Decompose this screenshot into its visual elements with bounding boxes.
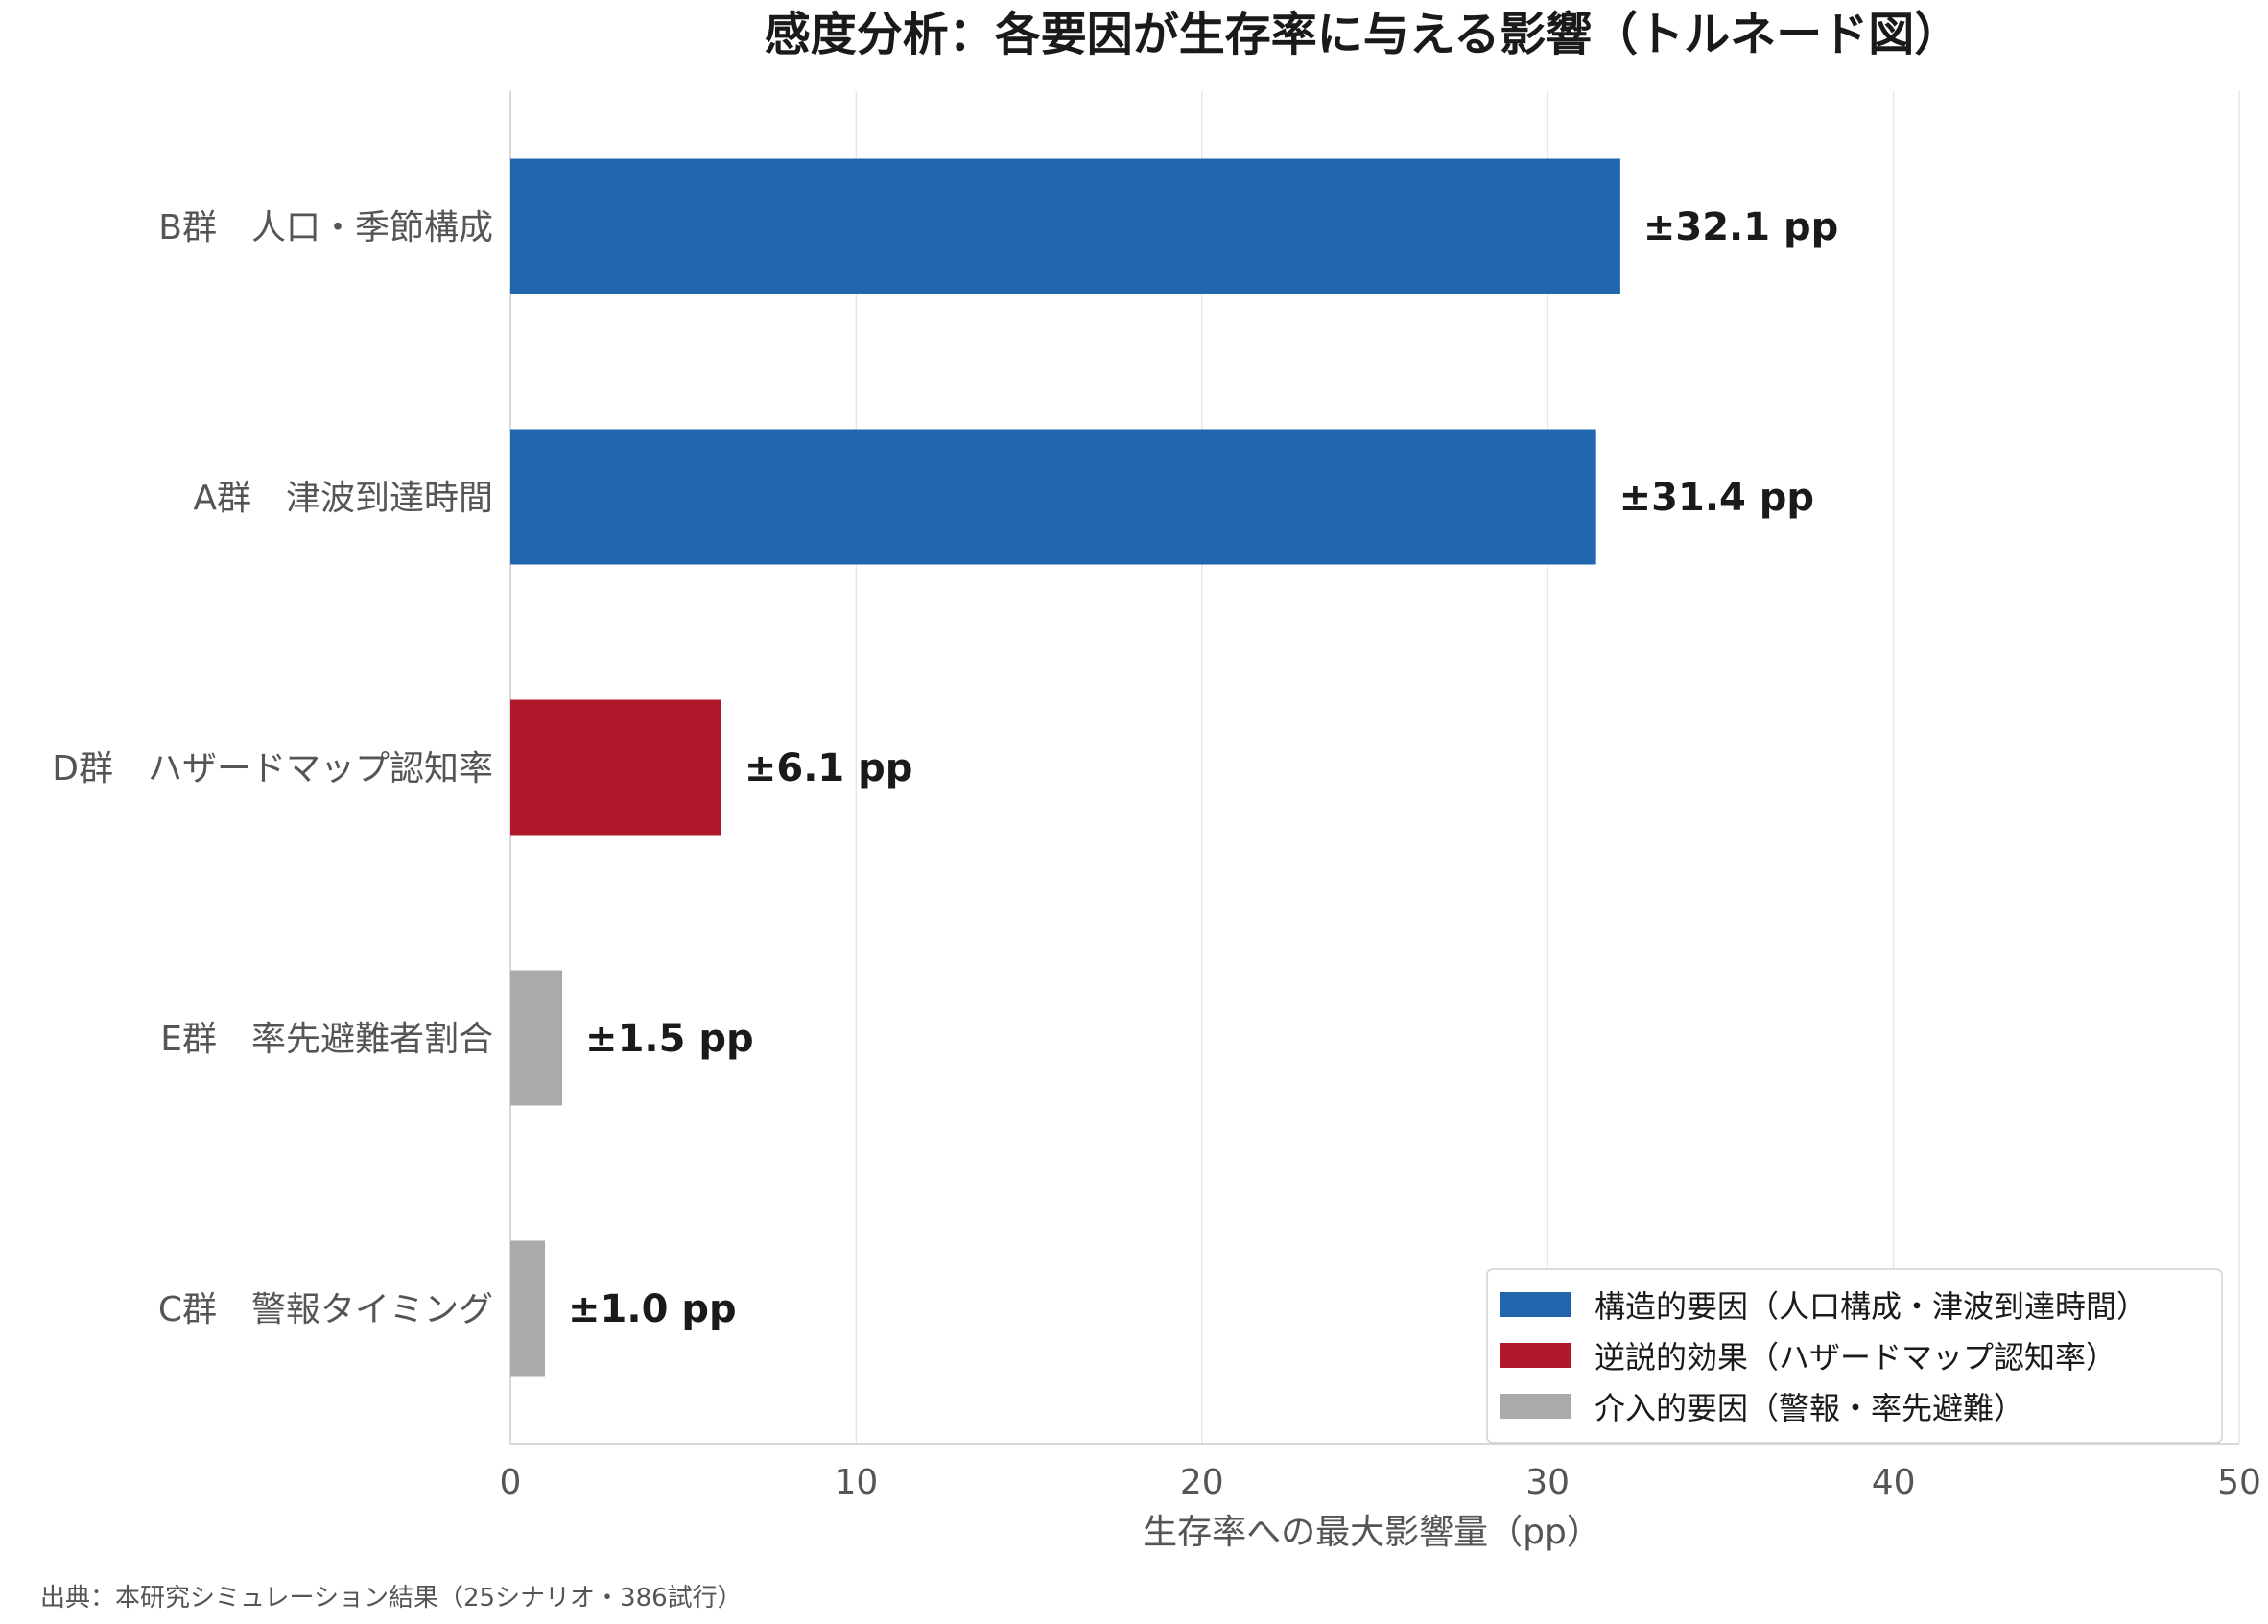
- category-label-4: E群 率先避難者割合: [160, 1020, 493, 1059]
- legend-label-structural: 構造的要因（人口構成・津波到達時間）: [1595, 1288, 2147, 1325]
- category-label-2: A群 津波到達時間: [193, 479, 493, 518]
- value-label-2: ±31.4 pp: [1619, 476, 1814, 520]
- bars: B群 人口・季節構成 ±32.1 pp A群 津波到達時間 ±31.4 pp D群 ハザ…: [52, 158, 1838, 1377]
- bar-4: [510, 970, 563, 1106]
- category-label-1: B群 人口・季節構成: [158, 208, 493, 247]
- value-label-1: ±32.1 pp: [1643, 205, 1838, 249]
- category-label-5: C群 警報タイミング: [158, 1290, 493, 1330]
- x-tick-20: 20: [1180, 1463, 1224, 1502]
- legend-swatch-structural: [1500, 1292, 1571, 1317]
- x-tick-10: 10: [834, 1463, 878, 1502]
- legend-box: [1486, 1268, 2223, 1444]
- value-label-3: ±6.1 pp: [744, 746, 913, 790]
- legend-swatch-intervention: [1500, 1394, 1571, 1419]
- category-label-3: D群 ハザードマップ認知率: [52, 749, 493, 788]
- legend-swatch-paradox: [1500, 1343, 1571, 1368]
- legend-label-intervention: 介入的要因（警報・率先避難）: [1595, 1390, 2024, 1426]
- bar-3: [510, 699, 721, 836]
- x-tick-0: 0: [500, 1463, 522, 1502]
- legend-label-paradox: 逆説的効果（ハザードマップ認知率）: [1595, 1339, 2116, 1376]
- source-note: 出典：本研究シミュレーション結果（25シナリオ・386試行）: [40, 1584, 743, 1612]
- legend: 構造的要因（人口構成・津波到達時間） 逆説的効果（ハザードマップ認知率） 介入的要因…: [1486, 1268, 2223, 1444]
- x-axis: 0 10 20 30 40 50: [500, 1443, 2261, 1502]
- x-tick-40: 40: [1872, 1463, 1916, 1502]
- bar-5: [510, 1240, 546, 1377]
- bar-2: [510, 429, 1596, 565]
- grid-lines: [509, 91, 2240, 1444]
- x-tick-50: 50: [2217, 1463, 2261, 1502]
- x-tick-30: 30: [1525, 1463, 1570, 1502]
- bar-1: [510, 158, 1620, 294]
- value-label-5: ±1.0 pp: [568, 1287, 737, 1331]
- value-label-4: ±1.5 pp: [585, 1017, 754, 1061]
- chart-title: 感度分析：各要因が生存率に与える影響（トルネード図）: [765, 8, 1961, 61]
- x-axis-title: 生存率への最大影響量（pp）: [1143, 1513, 1601, 1552]
